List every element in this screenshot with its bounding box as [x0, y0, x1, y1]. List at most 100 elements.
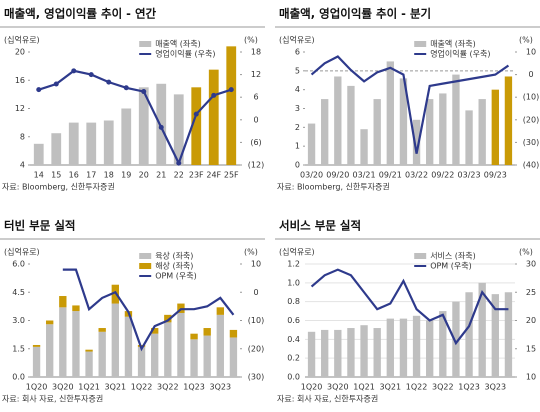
bar [439, 311, 447, 377]
chart-title: 매출액, 영업이익률 추이 - 연간 [4, 7, 157, 21]
bar [190, 333, 198, 340]
x-tick-label: 1Q20 [301, 383, 323, 392]
y-tick-label: 5 [295, 66, 300, 75]
bar [347, 85, 355, 165]
bar [426, 99, 434, 165]
bar [478, 99, 486, 165]
bar [103, 120, 114, 165]
bar [399, 78, 408, 165]
y2-tick-label: 25 [526, 288, 536, 297]
bar [164, 314, 172, 323]
x-tick-label: 1Q23 [458, 383, 480, 392]
legend-swatch [139, 263, 152, 269]
line [38, 69, 232, 166]
x-tick-label: 03/22 [405, 171, 428, 180]
line-marker [193, 111, 199, 117]
bar [478, 282, 486, 377]
x-tick-label: 21 [156, 171, 166, 180]
line-marker [88, 72, 94, 78]
y-tick-label: 20 [15, 48, 25, 57]
bar [321, 329, 329, 377]
y2-tick-label: (30) [523, 138, 539, 147]
bar [85, 349, 93, 352]
bar [72, 311, 80, 377]
bar [229, 329, 238, 338]
line-marker [36, 87, 42, 93]
y2-tick-label: (6) [250, 138, 261, 147]
y2-axis-label: (%) [519, 248, 533, 257]
bar [307, 123, 316, 165]
y-tick-label: 4 [20, 161, 25, 170]
bar [164, 322, 172, 377]
bar [203, 328, 211, 336]
x-tick-label: 1Q21 [78, 383, 100, 392]
y-tick-label: 0.6 [287, 316, 300, 325]
line-marker [158, 124, 164, 130]
y2-tick-label: 30 [526, 260, 536, 269]
bar [151, 333, 159, 377]
source: 자료: Bloomberg, 신한투자증권 [2, 182, 115, 192]
x-tick-label: 22 [174, 171, 184, 180]
bar [229, 337, 238, 377]
bar [386, 61, 394, 165]
x-tick-label: 03/20 [300, 171, 323, 180]
bar [373, 328, 381, 377]
y-tick-label: 4 [295, 85, 300, 94]
bar [321, 99, 329, 165]
y2-tick-label: 20 [526, 316, 536, 325]
bar [98, 331, 106, 377]
x-tick-label: 1Q23 [183, 383, 205, 392]
x-tick-label: 1Q20 [26, 383, 48, 392]
legend-label: 매출액 (좌축) [155, 39, 201, 49]
bar [386, 318, 394, 377]
line-marker [53, 81, 59, 87]
y2-tick-label: (20) [248, 344, 264, 353]
bar [426, 320, 434, 377]
line [310, 55, 510, 154]
y2-tick-label: (30) [248, 373, 264, 382]
legend-swatch [139, 253, 152, 259]
y-tick-label: 16 [15, 76, 25, 85]
x-tick-label: 1Q22 [406, 383, 428, 392]
bar [504, 76, 513, 165]
bar [190, 339, 198, 377]
bar [307, 331, 316, 377]
bar [33, 143, 44, 165]
bar [59, 307, 67, 377]
bar [59, 296, 67, 308]
y2-tick-label: 18 [251, 48, 261, 57]
bar [399, 318, 408, 377]
bar [360, 325, 368, 377]
x-tick-label: 3Q21 [105, 383, 127, 392]
y2-axis-label: (%) [244, 248, 258, 257]
legend-swatch [139, 41, 152, 47]
bar [465, 110, 473, 165]
y-tick-label: 0.0 [12, 373, 25, 382]
bar [85, 351, 93, 377]
bar [216, 307, 224, 315]
y-tick-label: 0.0 [287, 373, 300, 382]
y-tick-label: 0 [295, 161, 300, 170]
y2-tick-label: 10 [526, 373, 536, 382]
x-tick-label: 18 [104, 171, 114, 180]
y2-tick-label: (12) [248, 161, 264, 170]
y-tick-label: 1 [295, 142, 300, 151]
bar [156, 83, 167, 165]
bar [98, 328, 106, 332]
x-tick-label: 09/20 [326, 171, 349, 180]
bar [491, 89, 499, 165]
bar [191, 87, 202, 165]
y-axis-label: (십억유로) [4, 247, 40, 257]
y2-axis-label: (%) [519, 36, 533, 45]
bar [151, 328, 159, 334]
y2-tick-label: (40) [523, 161, 539, 170]
y2-tick-label: (10) [523, 93, 539, 102]
x-tick-label: 3Q22 [432, 383, 454, 392]
line-marker [123, 85, 129, 91]
x-tick-label: 3Q20 [327, 383, 349, 392]
x-tick-label: 19 [121, 171, 131, 180]
bar [347, 328, 355, 377]
y-tick-label: 1.2 [287, 260, 300, 269]
bar [51, 133, 62, 165]
y2-tick-label: 0 [253, 288, 258, 297]
